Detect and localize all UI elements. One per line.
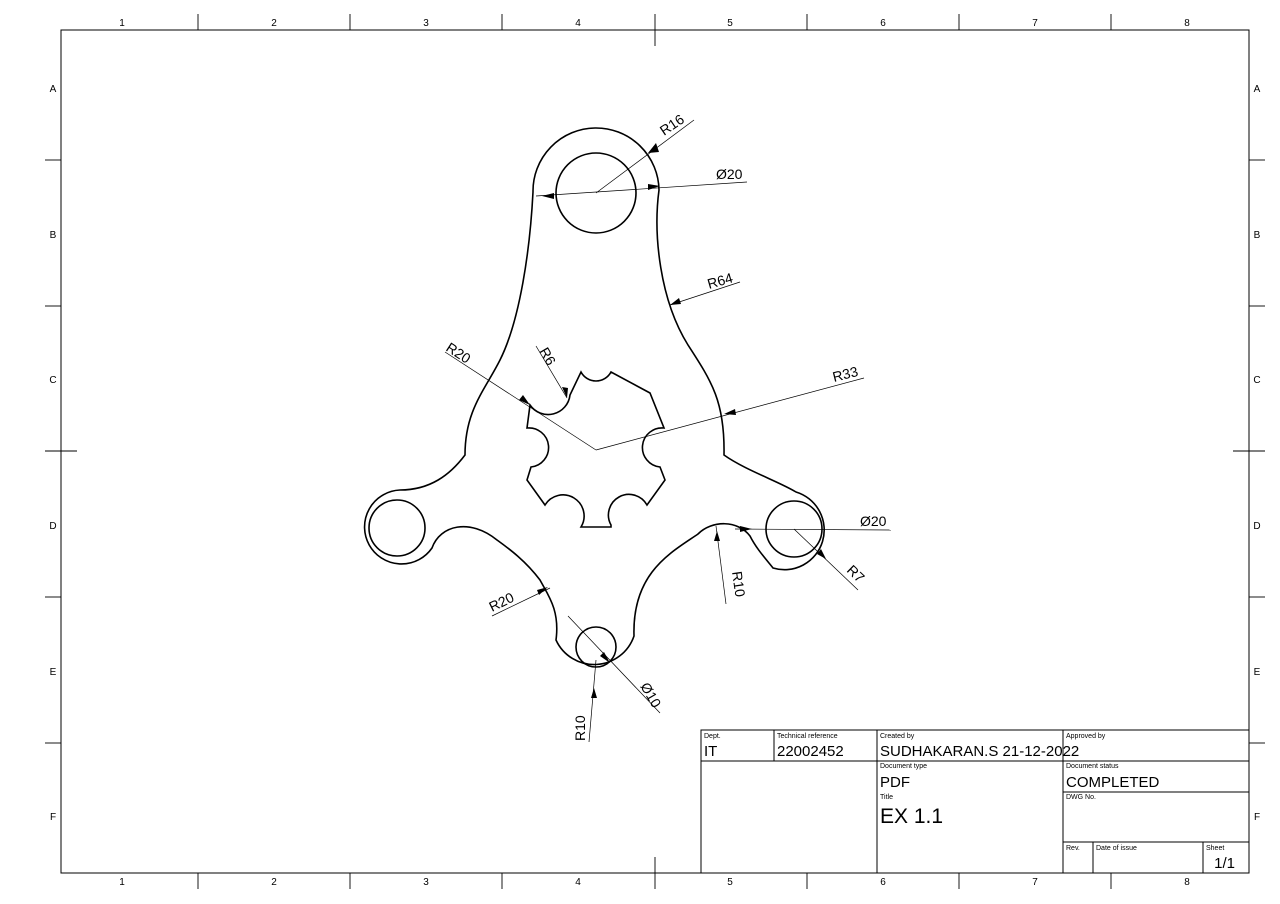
dim-right-hole-dia: Ø20 [860, 513, 887, 529]
row-label: C [1253, 375, 1260, 386]
tb-doctype-value: PDF [880, 774, 910, 791]
row-labels-right: A B C D E F [1253, 84, 1260, 823]
dim-r16: R16 [657, 111, 687, 139]
tb-dwgno-label: DWG No. [1066, 794, 1096, 801]
row-label: F [1254, 812, 1260, 823]
tb-dept-label: Dept. [704, 733, 721, 740]
col-label: 3 [423, 18, 429, 29]
row-label: C [49, 375, 56, 386]
col-label: 2 [271, 18, 277, 29]
tb-techref-value: 22002452 [777, 743, 844, 760]
tb-doctype-label: Document type [880, 763, 927, 770]
col-label: 1 [119, 877, 125, 888]
part-outline [363, 127, 825, 666]
part-geometry [363, 127, 825, 668]
tb-docstatus-label: Document status [1066, 763, 1119, 770]
row-labels-left: A B C D E F [49, 84, 56, 823]
tb-docstatus-value: COMPLETED [1066, 774, 1160, 791]
col-label: 4 [575, 18, 581, 29]
col-label: 4 [575, 877, 581, 888]
col-label: 8 [1184, 877, 1190, 888]
bottom-hole [575, 626, 617, 668]
dim-r20-lower: R20 [486, 589, 516, 615]
col-label: 7 [1032, 18, 1038, 29]
tb-createdby-label: Created by [880, 733, 915, 740]
title-block: Dept. IT Technical reference 22002452 Cr… [700, 729, 1250, 874]
col-label: 3 [423, 877, 429, 888]
row-label: A [1254, 84, 1261, 95]
column-labels-top: 1 2 3 4 5 6 7 8 [119, 18, 1190, 29]
col-label: 8 [1184, 18, 1190, 29]
row-label: B [1254, 230, 1261, 241]
row-label: E [1254, 667, 1261, 678]
row-label: F [50, 812, 56, 823]
row-label: B [50, 230, 57, 241]
dim-top-hole-dia: Ø20 [716, 166, 743, 182]
column-ticks [197, 14, 1112, 889]
tb-dept-value: IT [704, 743, 717, 760]
dimension-labels: R16 Ø20 R64 R20 R6 R33 Ø20 R7 R10 R20 Ø1… [443, 111, 886, 741]
dim-r10-bottom: R10 [572, 715, 588, 741]
row-label: D [49, 521, 56, 532]
dimension-arrows [519, 143, 826, 698]
row-ticks [45, 159, 1265, 744]
row-label: D [1253, 521, 1260, 532]
top-hole [555, 152, 637, 234]
col-label: 5 [727, 18, 733, 29]
col-label: 2 [271, 877, 277, 888]
dim-r64: R64 [705, 269, 734, 292]
row-label: E [50, 667, 57, 678]
col-label: 5 [727, 877, 733, 888]
tb-sheet-value: 1/1 [1214, 855, 1235, 872]
col-label: 1 [119, 18, 125, 29]
tb-dateissue-label: Date of issue [1096, 845, 1137, 852]
dim-r10-right: R10 [729, 570, 748, 598]
dim-bottom-hole-dia: Ø10 [637, 680, 664, 711]
row-label: A [50, 84, 57, 95]
left-hole [368, 499, 426, 557]
tb-approvedby-label: Approved by [1066, 733, 1106, 740]
center-cutout [526, 370, 666, 528]
tb-title-value: EX 1.1 [880, 805, 943, 828]
col-label: 6 [880, 877, 886, 888]
column-labels-bottom: 1 2 3 4 5 6 7 8 [119, 877, 1190, 888]
tb-createdby-value: SUDHAKARAN.S 21-12-2022 [880, 743, 1079, 760]
tb-techref-label: Technical reference [777, 733, 838, 740]
tb-title-label: Title [880, 794, 893, 801]
dim-r33: R33 [831, 363, 860, 385]
dim-r20-center: R20 [443, 339, 473, 367]
dim-r7: R7 [844, 562, 868, 586]
tb-rev-label: Rev. [1066, 845, 1080, 852]
tb-sheet-label: Sheet [1206, 845, 1224, 852]
col-label: 6 [880, 18, 886, 29]
dimension-lines [444, 119, 892, 743]
col-label: 7 [1032, 877, 1038, 888]
dim-r6: R6 [536, 345, 559, 369]
